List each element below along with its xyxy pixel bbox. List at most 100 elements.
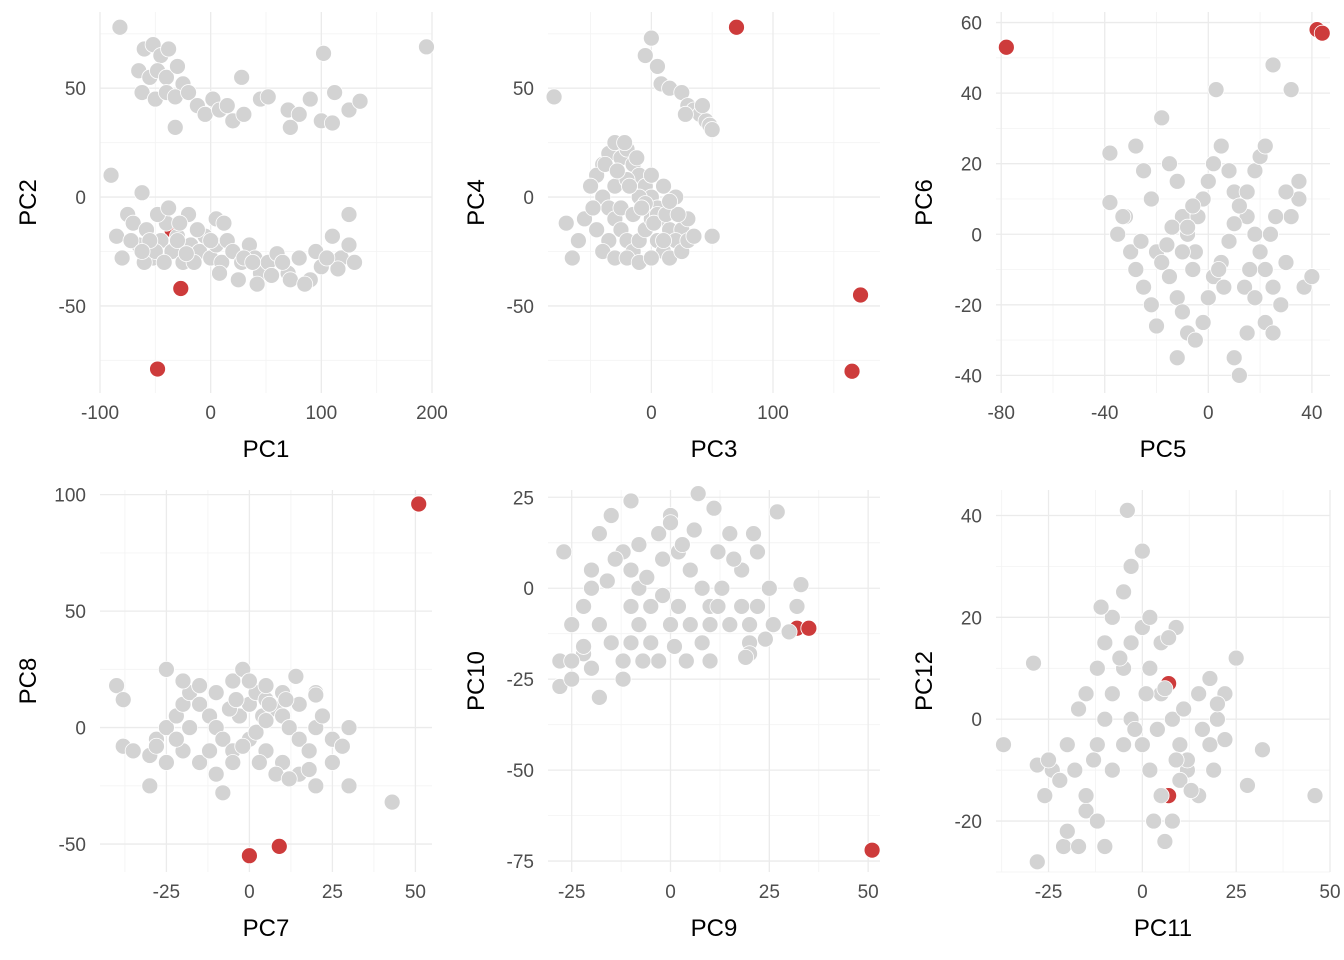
data-point (669, 206, 687, 223)
data-point (1175, 700, 1193, 718)
highlight-point (728, 18, 745, 36)
data-point (418, 38, 435, 56)
data-point (1282, 81, 1300, 99)
data-point (240, 672, 258, 690)
data-point (1135, 278, 1152, 296)
data-point (654, 587, 672, 604)
y-tick-label: 20 (961, 608, 982, 629)
data-point (290, 730, 308, 748)
data-point (1142, 190, 1160, 208)
data-point (1205, 155, 1222, 173)
data-point (1085, 751, 1102, 769)
data-point (681, 561, 699, 579)
data-point (1135, 162, 1152, 180)
data-point (247, 723, 265, 741)
highlight-point (172, 280, 190, 297)
data-point (1201, 736, 1219, 754)
data-point (1246, 225, 1264, 243)
data-point (622, 492, 640, 510)
y-tick-label: -50 (507, 761, 534, 782)
data-point (111, 18, 129, 36)
data-point (583, 579, 600, 597)
data-point (1238, 324, 1256, 342)
data-point (155, 253, 173, 271)
data-point (1153, 109, 1171, 127)
data-point (1142, 296, 1160, 314)
y-axis-label: PC8 (15, 658, 42, 705)
data-point (721, 616, 739, 634)
data-point (1103, 685, 1121, 703)
data-point (201, 742, 218, 760)
data-point (1028, 853, 1046, 871)
data-point (1230, 366, 1248, 384)
data-point (721, 525, 739, 543)
data-point (1160, 629, 1178, 647)
data-point (207, 765, 225, 783)
data-point (703, 227, 721, 245)
data-point (1036, 787, 1054, 804)
data-point (1182, 782, 1200, 799)
data-point (725, 550, 743, 568)
y-tick-label: 25 (513, 488, 534, 509)
data-point (670, 598, 687, 615)
data-point (1227, 649, 1245, 667)
data-point (622, 634, 640, 652)
data-point (1184, 261, 1202, 278)
data-point (582, 177, 599, 195)
data-point (575, 638, 592, 655)
data-point (340, 777, 358, 795)
data-point (1220, 232, 1238, 250)
data-point (1133, 736, 1151, 754)
highlight-point (240, 847, 258, 865)
x-tick-label: 0 (1203, 403, 1214, 424)
data-point (1230, 197, 1248, 215)
x-tick-label: 50 (1319, 882, 1340, 903)
data-point (654, 550, 672, 568)
x-tick-label: 0 (205, 403, 216, 424)
data-point (705, 499, 723, 517)
y-tick-label: -20 (955, 812, 982, 833)
data-point (314, 707, 331, 725)
data-point (290, 105, 308, 123)
data-point (351, 92, 369, 110)
data-point (590, 525, 608, 543)
y-tick-label: 0 (523, 579, 534, 600)
data-point (760, 579, 778, 597)
data-point (749, 543, 766, 561)
data-point (1199, 172, 1217, 190)
data-point (741, 616, 758, 634)
panel-5: -25 0 25 50 -75 -50 -25 0 25 PC9 PC10 (463, 485, 881, 942)
data-point (563, 249, 581, 267)
data-point (1163, 218, 1181, 236)
data-point (693, 579, 711, 597)
data-point (323, 114, 341, 132)
data-point (685, 227, 703, 245)
x-tick-label: -25 (153, 882, 180, 903)
y-tick-label: -75 (507, 852, 534, 873)
data-point (141, 777, 159, 795)
data-point (689, 485, 707, 503)
data-point (1156, 680, 1174, 698)
data-point (248, 275, 266, 293)
data-point (1161, 155, 1178, 173)
data-point (333, 737, 351, 755)
y-axis-label: PC10 (463, 651, 490, 711)
data-point (703, 121, 721, 138)
data-point (207, 684, 225, 702)
data-point (191, 695, 209, 713)
data-point (196, 105, 214, 123)
data-point (590, 616, 608, 634)
data-point (563, 616, 581, 634)
data-point (160, 199, 178, 217)
data-point (281, 271, 299, 289)
data-point (1126, 720, 1144, 738)
x-tick-label: 50 (405, 882, 426, 903)
data-point (1111, 649, 1129, 667)
data-point (634, 652, 652, 670)
data-point (633, 199, 651, 217)
data-point (1163, 710, 1181, 728)
data-point (1264, 278, 1282, 296)
data-point (545, 88, 563, 106)
data-point (1161, 268, 1178, 285)
data-point (788, 598, 806, 615)
